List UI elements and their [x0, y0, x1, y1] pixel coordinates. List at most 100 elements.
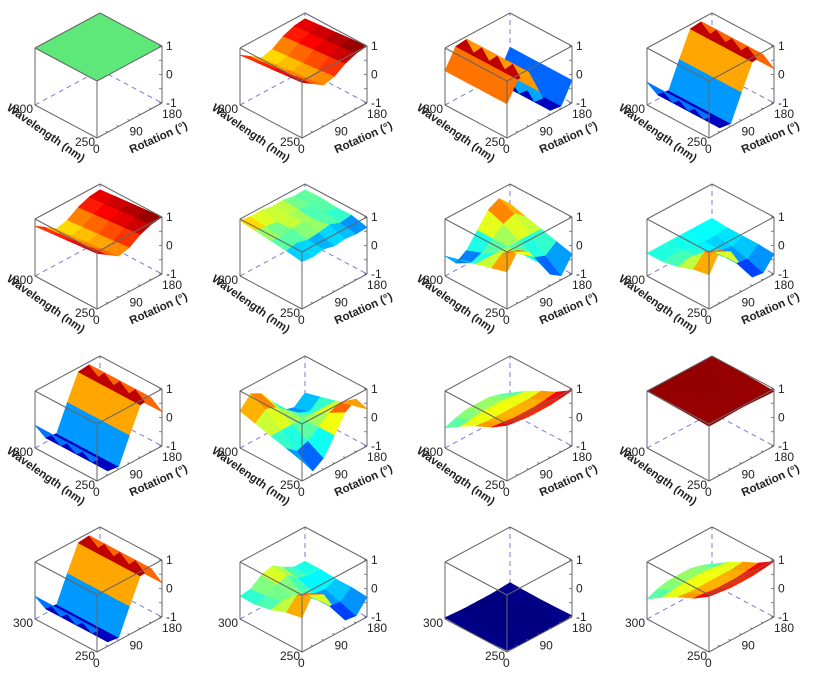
- rotation-tick-label: 180: [162, 107, 182, 121]
- wavelength-axis-title: Wavelength (nm): [616, 102, 699, 165]
- rotation-tick-label: 90: [540, 639, 554, 653]
- rotation-tick-label: 180: [774, 278, 794, 292]
- surface-plot-panel-16: 1 0 -1 0 90 180 250 300: [612, 514, 817, 685]
- z-tick-label: 0: [778, 411, 785, 425]
- wavelength-tick-label: 250: [687, 135, 707, 149]
- surface-plot-panel-9: 1 0 -1 0 90 180 250 300 Rotation (°) Wavelength (…: [0, 343, 205, 514]
- z-tick-label: 0: [371, 239, 378, 253]
- rotation-tick-label: 0: [298, 313, 305, 327]
- rotation-tick-label: 180: [162, 278, 182, 292]
- surface-mesh: [646, 217, 775, 278]
- z-tick-label: 1: [778, 210, 785, 224]
- rotation-tick-label: 0: [503, 313, 510, 327]
- rotation-tick-label: 90: [130, 296, 144, 310]
- surface-plot-panel-8: 1 0 -1 0 90 180 250 300 Rotation (°) Wavelength (…: [612, 171, 817, 342]
- rotation-tick-label: 180: [162, 450, 182, 464]
- rotation-tick-label: 180: [162, 621, 182, 635]
- rotation-tick-label: 180: [774, 621, 794, 635]
- wavelength-tick-label: 250: [75, 478, 95, 492]
- z-tick-label: 1: [778, 382, 785, 396]
- surface-mesh: [34, 535, 163, 643]
- z-tick-label: -1: [576, 96, 587, 110]
- wavelength-tick-label: 250: [485, 135, 505, 149]
- z-tick-label: -1: [778, 267, 789, 281]
- z-tick-label: -1: [576, 610, 587, 624]
- z-tick-label: 0: [371, 411, 378, 425]
- surface-plot-panel-15: 1 0 -1 0 90 180 250 300: [410, 514, 615, 685]
- z-tick-label: -1: [166, 610, 177, 624]
- rotation-tick-label: 0: [705, 485, 712, 499]
- surface-mesh: [646, 21, 775, 129]
- wavelength-tick-label: 250: [280, 478, 300, 492]
- wavelength-axis-title: Wavelength (nm): [616, 273, 699, 336]
- wavelength-tick-label: 300: [423, 102, 443, 116]
- surface-mesh: [444, 390, 573, 429]
- wavelength-tick-label: 300: [423, 616, 443, 630]
- rotation-tick-label: 180: [367, 107, 387, 121]
- wavelength-tick-label: 300: [218, 273, 238, 287]
- rotation-tick-label: 90: [540, 296, 554, 310]
- rotation-tick-label: 0: [298, 485, 305, 499]
- rotation-tick-label: 90: [540, 468, 554, 482]
- surface-plot-panel-2: 1 0 -1 0 90 180 250 300 Rotation (°) Wavelength (…: [205, 0, 410, 171]
- surface-plot-panel-11: 1 0 -1 0 90 180 250 300 Rotation (°) Wavelength (…: [410, 343, 615, 514]
- z-tick-label: 1: [371, 553, 378, 567]
- z-tick-label: -1: [371, 610, 382, 624]
- wavelength-tick-label: 250: [280, 649, 300, 663]
- rotation-tick-label: 180: [774, 107, 794, 121]
- z-tick-label: 1: [371, 39, 378, 53]
- z-tick-label: -1: [371, 96, 382, 110]
- wavelength-axis-title: Wavelength (nm): [414, 273, 497, 336]
- rotation-tick-label: 0: [705, 142, 712, 156]
- surface-plot-svg: 1 0 -1 0 90 180 250 300: [13, 526, 182, 670]
- z-tick-label: -1: [166, 267, 177, 281]
- z-tick-label: 0: [576, 68, 583, 82]
- surface-mesh: [444, 582, 573, 651]
- rotation-tick-label: 0: [705, 656, 712, 670]
- surface-mesh: [646, 355, 775, 427]
- rotation-tick-label: 90: [742, 639, 756, 653]
- z-tick-label: 1: [576, 39, 583, 53]
- rotation-tick-label: 180: [367, 450, 387, 464]
- z-tick-label: 0: [371, 582, 378, 596]
- wavelength-tick-label: 300: [13, 616, 33, 630]
- surface-plot-panel-5: 1 0 -1 0 90 180 250 300 Rotation (°) Wavelength (…: [0, 171, 205, 342]
- surface-plot-panel-12: 1 0 -1 0 90 180 250 300 Rotation (°) Wavelength (…: [612, 343, 817, 514]
- wavelength-tick-label: 250: [280, 306, 300, 320]
- surface-mesh: [239, 392, 368, 472]
- rotation-tick-label: 90: [335, 639, 349, 653]
- wavelength-tick-label: 300: [625, 616, 645, 630]
- rotation-tick-label: 180: [367, 621, 387, 635]
- wavelength-tick-label: 250: [75, 306, 95, 320]
- rotation-tick-label: 90: [130, 125, 144, 139]
- surface-mesh: [34, 364, 163, 472]
- wavelength-tick-label: 250: [485, 649, 505, 663]
- wavelength-tick-label: 300: [625, 273, 645, 287]
- surface-plot-panel-6: 1 0 -1 0 90 180 250 300 Rotation (°) Wavelength (…: [205, 171, 410, 342]
- rotation-tick-label: 90: [335, 296, 349, 310]
- wavelength-tick-label: 250: [687, 649, 707, 663]
- rotation-tick-label: 90: [335, 125, 349, 139]
- surface-plot-svg: 1 0 -1 0 90 180 250 300: [625, 526, 794, 670]
- rotation-tick-label: 0: [93, 142, 100, 156]
- z-tick-label: 1: [166, 210, 173, 224]
- wavelength-tick-label: 250: [687, 306, 707, 320]
- z-tick-label: -1: [371, 267, 382, 281]
- z-tick-label: 0: [166, 582, 173, 596]
- rotation-tick-label: 0: [93, 656, 100, 670]
- z-tick-label: -1: [778, 96, 789, 110]
- z-tick-label: -1: [166, 96, 177, 110]
- surface-mesh: [444, 197, 573, 277]
- z-tick-label: 0: [576, 239, 583, 253]
- wavelength-axis-title: Wavelength (nm): [4, 445, 87, 508]
- z-tick-label: -1: [778, 610, 789, 624]
